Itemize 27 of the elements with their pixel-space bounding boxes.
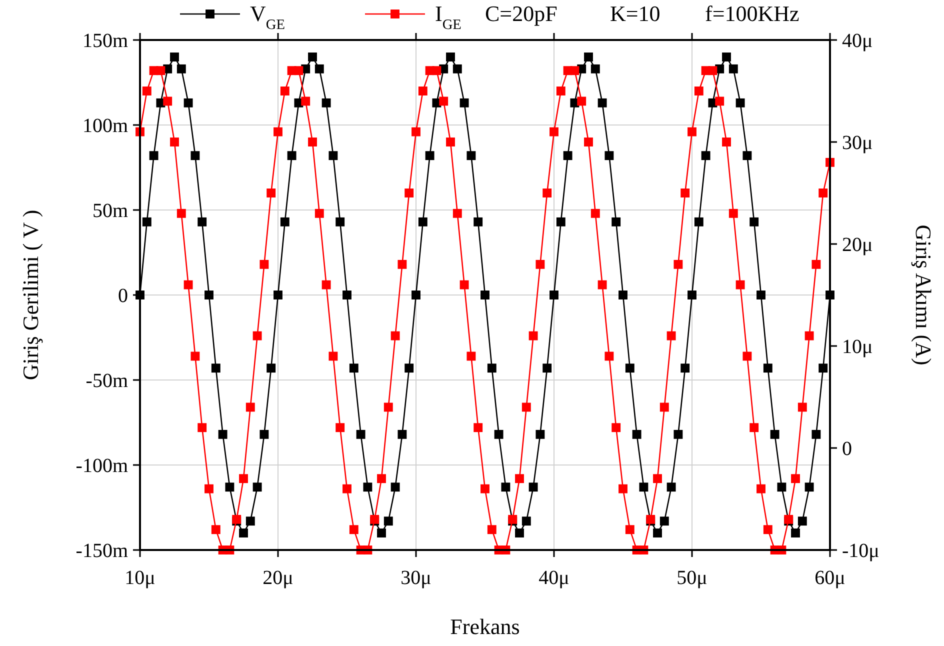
y-tick-label: 100m <box>82 115 128 137</box>
legend-label: V$_{GE}$ <box>250 1 286 33</box>
y2-tick-label: 0 <box>842 438 852 460</box>
text: f=100KHz <box>705 1 800 26</box>
legend-label: I$_{GE}$ <box>435 1 462 33</box>
y-tick-label: -150m <box>76 540 128 562</box>
x-tick-label: 50μ <box>676 567 708 589</box>
y2-tick-label: -10μ <box>842 540 880 562</box>
y2-tick-label: 30μ <box>842 132 873 154</box>
x-axis-title: Frekans <box>450 614 520 639</box>
text: K=10 <box>610 1 660 26</box>
text: C=20pF <box>485 1 558 26</box>
y-tick-label: 150m <box>82 30 128 52</box>
x-tick-label: 20μ <box>262 567 294 589</box>
x-tick-label: 60μ <box>814 567 846 589</box>
x-tick-label: 10μ <box>124 567 156 589</box>
x-tick-label: 30μ <box>400 567 432 589</box>
y2-tick-label: 40μ <box>842 30 873 52</box>
y2-axis-title: Giriş Akımı (A) <box>911 224 936 366</box>
y-tick-label: -100m <box>76 455 128 477</box>
y-tick-label: -50m <box>86 370 128 392</box>
y-tick-label: 0 <box>118 285 128 307</box>
y2-tick-label: 20μ <box>842 234 873 256</box>
y-tick-label: 50m <box>92 200 128 222</box>
y2-tick-label: 10μ <box>842 336 873 358</box>
y-axis-title: Giriş Gerilimi ( V ) <box>18 210 43 380</box>
x-tick-label: 40μ <box>538 567 570 589</box>
